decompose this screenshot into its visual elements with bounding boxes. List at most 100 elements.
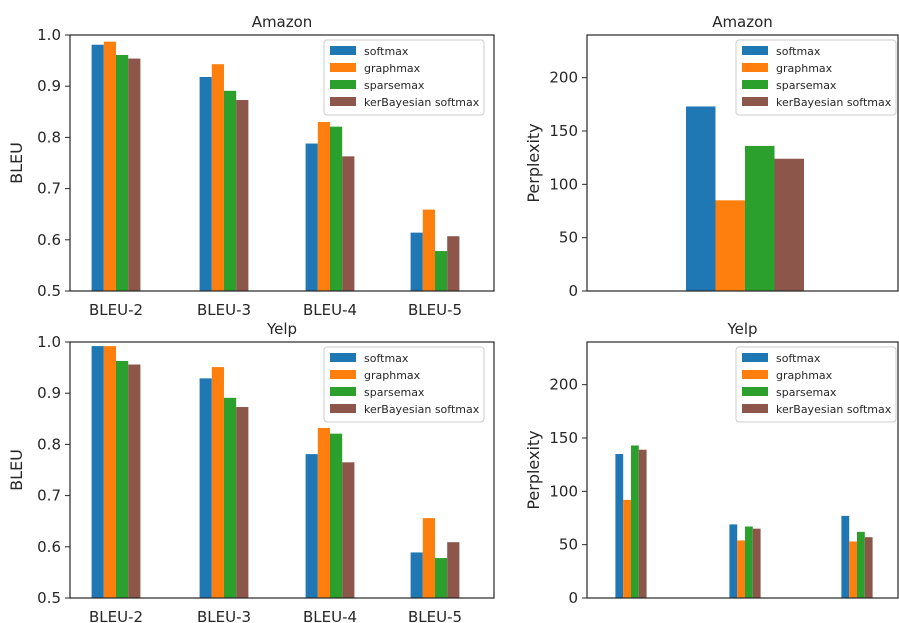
y-tick-label: 150 bbox=[549, 122, 578, 140]
legend-swatch bbox=[742, 353, 768, 362]
bar-graphmax-3 bbox=[849, 541, 857, 598]
y-axis-label: Perplexity bbox=[524, 123, 543, 202]
bar-kerbayesian-softmax-1 bbox=[128, 364, 141, 598]
bar-kerbayesian-softmax-1 bbox=[774, 158, 804, 291]
bar-sparsemax-4 bbox=[435, 251, 448, 291]
bar-softmax-1 bbox=[91, 346, 104, 598]
legend-label: kerBayesian softmax bbox=[776, 96, 892, 109]
legend-swatch bbox=[742, 370, 768, 379]
y-tick-label: 50 bbox=[559, 536, 578, 554]
y-tick-label: 0.9 bbox=[37, 384, 61, 402]
legend-swatch bbox=[330, 97, 356, 106]
legend-label: graphmax bbox=[364, 62, 421, 75]
bar-softmax-1 bbox=[686, 106, 716, 291]
bar-sparsemax-3 bbox=[330, 433, 343, 598]
legend: softmax graphmax sparsemax kerBayesian soft… bbox=[323, 39, 485, 116]
x-tick-label: BLEU-4 bbox=[303, 608, 357, 623]
y-tick-label: 50 bbox=[559, 229, 578, 247]
legend-label: kerBayesian softmax bbox=[364, 96, 480, 109]
legend-swatch bbox=[742, 404, 768, 413]
legend-label: sparsemax bbox=[364, 386, 425, 399]
bar-kerbayesian-softmax-2 bbox=[236, 407, 249, 598]
legend-label: graphmax bbox=[776, 369, 833, 382]
y-tick-label: 0.6 bbox=[37, 538, 61, 556]
x-tick-label: BLEU-2 bbox=[89, 301, 143, 319]
bar-graphmax-2 bbox=[211, 64, 224, 292]
bar-sparsemax-2 bbox=[224, 90, 237, 291]
bar-graphmax-4 bbox=[422, 209, 435, 291]
bar-softmax-1 bbox=[615, 454, 624, 598]
legend: softmax graphmax sparsemax kerBayesian soft… bbox=[735, 346, 897, 423]
legend-label: softmax bbox=[364, 45, 409, 58]
bar-softmax-2 bbox=[199, 76, 212, 291]
legend-box bbox=[323, 39, 485, 116]
legend-swatch bbox=[742, 387, 768, 396]
legend-label: kerBayesian softmax bbox=[364, 403, 480, 416]
y-tick-label: 0.8 bbox=[37, 435, 61, 453]
y-tick-label: 100 bbox=[549, 482, 578, 500]
bar-kerbayesian-softmax-1 bbox=[638, 449, 647, 598]
legend-swatch bbox=[330, 80, 356, 89]
axes-frame bbox=[69, 34, 495, 292]
bar-kerbayesian-softmax-3 bbox=[342, 462, 355, 598]
bar-sparsemax-1 bbox=[631, 445, 639, 598]
legend-label: sparsemax bbox=[364, 79, 425, 92]
legend-box bbox=[735, 39, 897, 116]
y-tick-label: 1.0 bbox=[37, 333, 61, 351]
bar-graphmax-4 bbox=[422, 518, 435, 598]
y-tick-label: 200 bbox=[549, 376, 578, 394]
legend-label: kerBayesian softmax bbox=[776, 403, 892, 416]
legend-swatch bbox=[330, 387, 356, 396]
y-tick-label: 0.7 bbox=[37, 180, 61, 198]
bar-softmax-3 bbox=[305, 143, 318, 291]
bar-sparsemax-2 bbox=[224, 397, 237, 598]
bar-sparsemax-1 bbox=[745, 145, 775, 291]
y-axis-label: BLEU bbox=[7, 449, 26, 491]
chart-title: Amazon bbox=[252, 13, 313, 31]
bar-sparsemax-3 bbox=[330, 126, 343, 291]
bar-kerbayesian-softmax-4 bbox=[447, 542, 460, 598]
x-tick-label: BLEU-5 bbox=[408, 608, 462, 623]
legend-label: graphmax bbox=[776, 62, 833, 75]
y-axis-label: Perplexity bbox=[524, 430, 543, 509]
legend-swatch bbox=[742, 46, 768, 55]
legend-swatch bbox=[330, 353, 356, 362]
bar-kerbayesian-softmax-2 bbox=[752, 528, 761, 598]
axes-frame bbox=[586, 341, 899, 599]
bar-graphmax-3 bbox=[317, 122, 330, 291]
y-tick-label: 100 bbox=[549, 175, 578, 193]
y-tick-label: 0 bbox=[568, 282, 578, 300]
y-axis-label: BLEU bbox=[7, 142, 26, 184]
chart-title: Yelp bbox=[266, 320, 297, 338]
bar-kerbayesian-softmax-3 bbox=[342, 156, 355, 291]
bar-softmax-4 bbox=[410, 232, 423, 291]
x-tick-label: BLEU-5 bbox=[408, 301, 462, 319]
legend-box bbox=[735, 346, 897, 423]
bar-graphmax-1 bbox=[715, 200, 745, 291]
x-tick-label: BLEU-3 bbox=[197, 301, 251, 319]
legend-label: softmax bbox=[364, 352, 409, 365]
chart-panel-4: 0 50 100 150 200 Yelp Perplexity softmax graphma… bbox=[524, 320, 899, 607]
bar-graphmax-1 bbox=[103, 41, 116, 291]
legend-swatch bbox=[742, 63, 768, 72]
legend-swatch bbox=[330, 370, 356, 379]
bar-kerbayesian-softmax-3 bbox=[864, 537, 873, 598]
chart-title: Amazon bbox=[712, 13, 773, 31]
bar-kerbayesian-softmax-1 bbox=[128, 58, 141, 291]
legend-swatch bbox=[330, 63, 356, 72]
y-tick-label: 0.5 bbox=[37, 282, 61, 300]
legend-label: softmax bbox=[776, 352, 821, 365]
legend-swatch bbox=[742, 80, 768, 89]
axes-frame bbox=[69, 341, 495, 599]
bar-graphmax-3 bbox=[317, 428, 330, 598]
legend-label: sparsemax bbox=[776, 79, 837, 92]
bar-softmax-3 bbox=[305, 454, 318, 598]
chart-panel-1: 0.5 0.6 0.7 0.8 0.9 1.0 BLEU-2 BLEU-3 BLEU-4 BLEU… bbox=[7, 13, 495, 319]
bar-sparsemax-3 bbox=[857, 531, 865, 598]
legend-swatch bbox=[330, 46, 356, 55]
legend-box bbox=[323, 346, 485, 423]
x-tick-label: BLEU-2 bbox=[89, 608, 143, 623]
bar-graphmax-1 bbox=[103, 346, 116, 598]
bar-softmax-1 bbox=[91, 44, 104, 292]
